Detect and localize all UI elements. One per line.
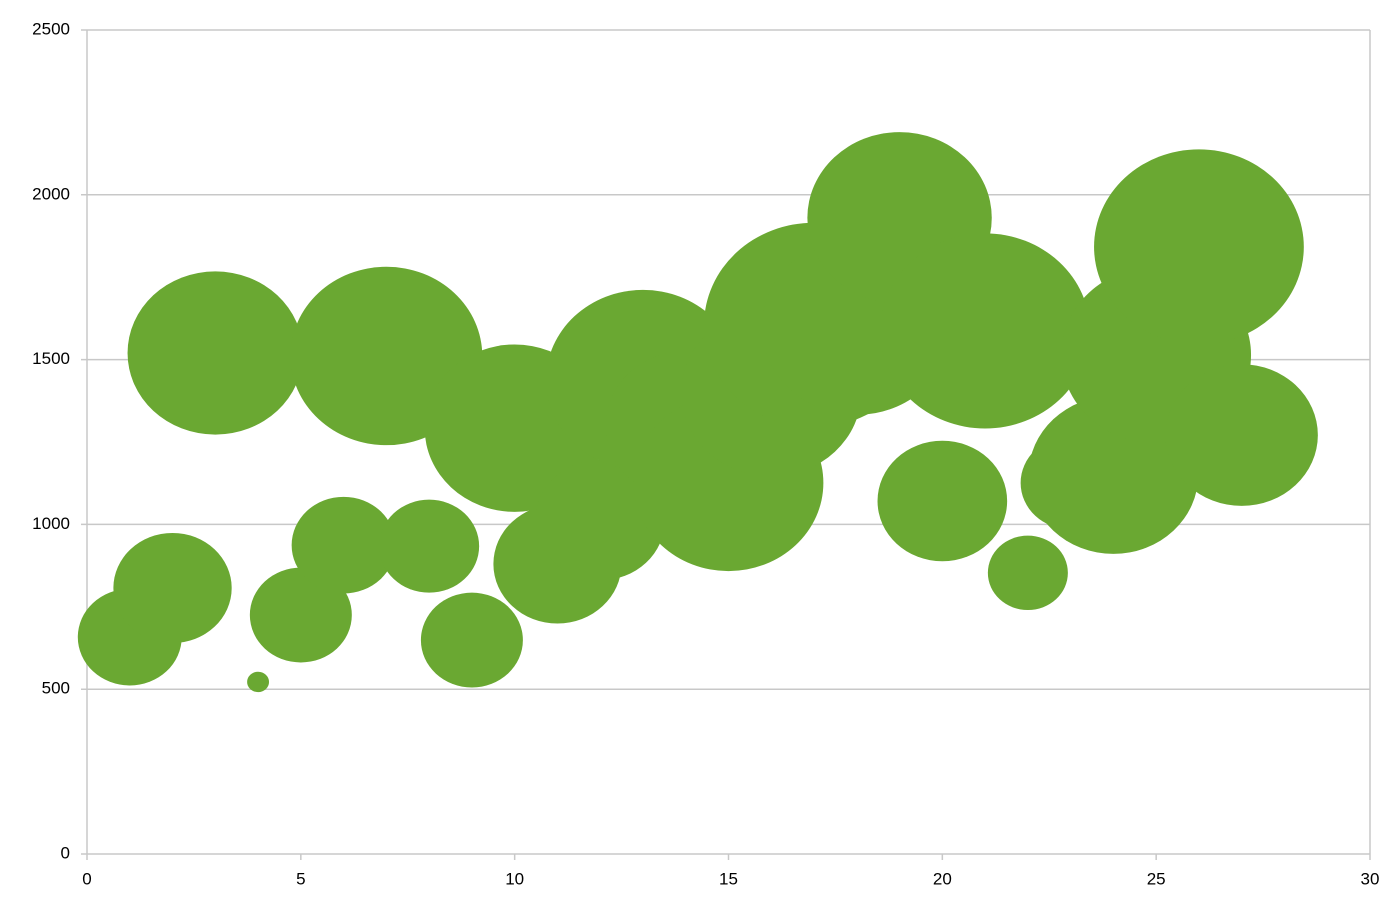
bubble <box>249 567 352 663</box>
y-tick-label: 1000 <box>32 514 70 533</box>
bubble <box>379 499 480 593</box>
bubble <box>535 459 666 581</box>
x-tick-label: 15 <box>719 869 738 888</box>
y-tick-label: 500 <box>42 679 70 698</box>
x-tick-label: 25 <box>1147 869 1166 888</box>
x-tick-label: 30 <box>1361 869 1380 888</box>
x-tick-label: 10 <box>505 869 524 888</box>
y-tick-label: 2500 <box>32 19 70 38</box>
x-tick-label: 20 <box>933 869 952 888</box>
y-tick-label: 1500 <box>32 349 70 368</box>
y-tick-label: 2000 <box>32 184 70 203</box>
bubble <box>247 671 270 693</box>
x-tick-label: 0 <box>82 869 91 888</box>
bubble <box>880 233 1090 429</box>
x-tick-label: 5 <box>296 869 305 888</box>
bubble <box>113 532 232 644</box>
bubble <box>877 440 1008 562</box>
bubble <box>291 496 396 594</box>
bubble <box>1165 364 1318 506</box>
bubble <box>420 592 523 688</box>
y-tick-label: 0 <box>61 843 70 862</box>
bubble <box>1094 149 1304 345</box>
bubble <box>127 271 304 435</box>
bubble <box>987 535 1068 611</box>
